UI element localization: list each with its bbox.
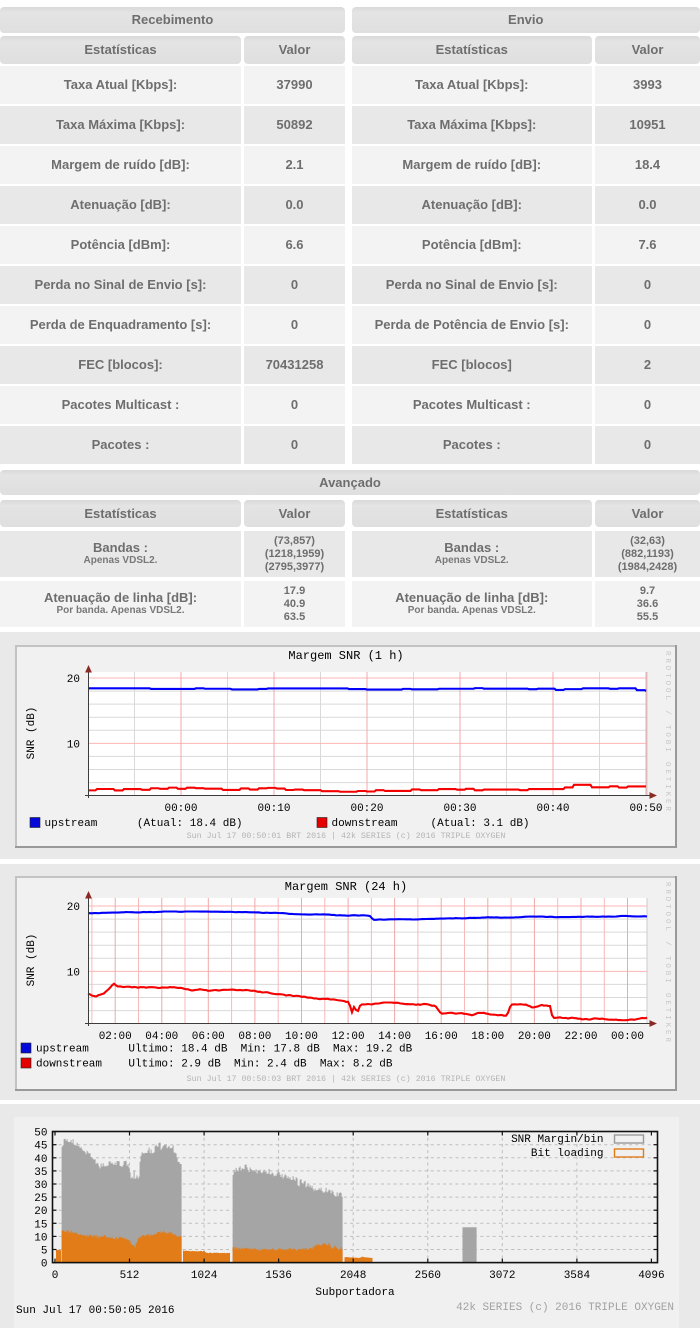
- svg-text:Margem SNR (24 h): Margem SNR (24 h): [285, 880, 407, 894]
- svg-text:00:10: 00:10: [257, 803, 290, 815]
- svg-text:512: 512: [120, 1270, 140, 1282]
- svg-text:20: 20: [67, 674, 80, 686]
- svg-text:00:40: 00:40: [536, 803, 569, 815]
- svg-text:20:00: 20:00: [518, 1031, 551, 1043]
- svg-text:25: 25: [34, 1193, 47, 1205]
- svg-text:downstream Ultimo: 2.9 dB: downstream Ultimo: 2.9 dB Min: 2.4 dB Ma…: [36, 1059, 393, 1071]
- svg-text:00:00: 00:00: [611, 1031, 644, 1043]
- svg-text:18:00: 18:00: [471, 1031, 504, 1043]
- svg-text:4096: 4096: [638, 1270, 664, 1282]
- svg-text:00:20: 00:20: [350, 803, 383, 815]
- svg-text:50: 50: [34, 1128, 47, 1140]
- svg-text:15: 15: [34, 1219, 47, 1231]
- svg-text:16:00: 16:00: [425, 1031, 458, 1043]
- svg-text:10: 10: [34, 1232, 47, 1244]
- svg-text:02:00: 02:00: [99, 1031, 132, 1043]
- svg-text:2560: 2560: [415, 1270, 441, 1282]
- svg-text:Sun Jul 17 00:50:01 BRT 2016 |: Sun Jul 17 00:50:01 BRT 2016 | 42k SERIE…: [187, 831, 506, 841]
- svg-text:12:00: 12:00: [332, 1031, 365, 1043]
- svg-text:RRDTOOL / TOBI OETIKER: RRDTOOL / TOBI OETIKER: [663, 882, 671, 1045]
- svg-text:Sun Jul 17 00:50:03 BRT 2016 |: Sun Jul 17 00:50:03 BRT 2016 | 42k SERIE…: [187, 1074, 506, 1084]
- svg-text:04:00: 04:00: [145, 1031, 178, 1043]
- svg-text:22:00: 22:00: [564, 1031, 597, 1043]
- svg-text:SNR (dB): SNR (dB): [26, 934, 38, 987]
- svg-text:1536: 1536: [265, 1270, 291, 1282]
- svg-text:upstream (Atual: 18.4 dB): upstream (Atual: 18.4 dB): [45, 818, 243, 830]
- svg-text:35: 35: [34, 1167, 47, 1179]
- svg-text:14:00: 14:00: [378, 1031, 411, 1043]
- svg-text:10: 10: [67, 739, 80, 751]
- svg-text:2048: 2048: [340, 1270, 366, 1282]
- svg-text:00:30: 00:30: [443, 803, 476, 815]
- svg-text:10: 10: [67, 967, 80, 979]
- svg-text:08:00: 08:00: [238, 1031, 271, 1043]
- svg-text:06:00: 06:00: [192, 1031, 225, 1043]
- svg-text:RRDTOOL / TOBI OETIKER: RRDTOOL / TOBI OETIKER: [663, 651, 671, 814]
- svg-text:0: 0: [41, 1259, 48, 1271]
- svg-text:45: 45: [34, 1141, 47, 1153]
- svg-text:3072: 3072: [489, 1270, 515, 1282]
- svg-text:Margem SNR (1 h): Margem SNR (1 h): [288, 649, 403, 663]
- svg-text:20: 20: [67, 902, 80, 914]
- svg-text:20: 20: [34, 1206, 47, 1218]
- svg-text:0: 0: [52, 1270, 59, 1282]
- svg-text:5: 5: [41, 1246, 48, 1258]
- svg-text:42k SERIES (c) 2016 TRIPLE OXY: 42k SERIES (c) 2016 TRIPLE OXYGEN: [456, 1302, 674, 1314]
- svg-text:00:50: 00:50: [629, 803, 662, 815]
- svg-text:Bit loading: Bit loading: [531, 1148, 604, 1160]
- svg-text:3584: 3584: [564, 1270, 591, 1282]
- svg-text:40: 40: [34, 1154, 47, 1166]
- svg-text:SNR Margin/bin: SNR Margin/bin: [511, 1134, 603, 1146]
- svg-text:30: 30: [34, 1180, 47, 1192]
- svg-text:Subportadora: Subportadora: [315, 1287, 395, 1299]
- svg-text:upstream Ultimo: 18.4 dB: upstream Ultimo: 18.4 dB Min: 17.8 dB Ma…: [36, 1044, 413, 1056]
- svg-text:downstream (Atual: 3.1 dB): downstream (Atual: 3.1 dB): [332, 818, 530, 830]
- svg-text:SNR (dB): SNR (dB): [26, 707, 38, 760]
- svg-text:10:00: 10:00: [285, 1031, 318, 1043]
- svg-text:1024: 1024: [191, 1270, 218, 1282]
- svg-text:Sun Jul 17 00:50:05 2016: Sun Jul 17 00:50:05 2016: [16, 1305, 174, 1317]
- svg-text:00:00: 00:00: [164, 803, 197, 815]
